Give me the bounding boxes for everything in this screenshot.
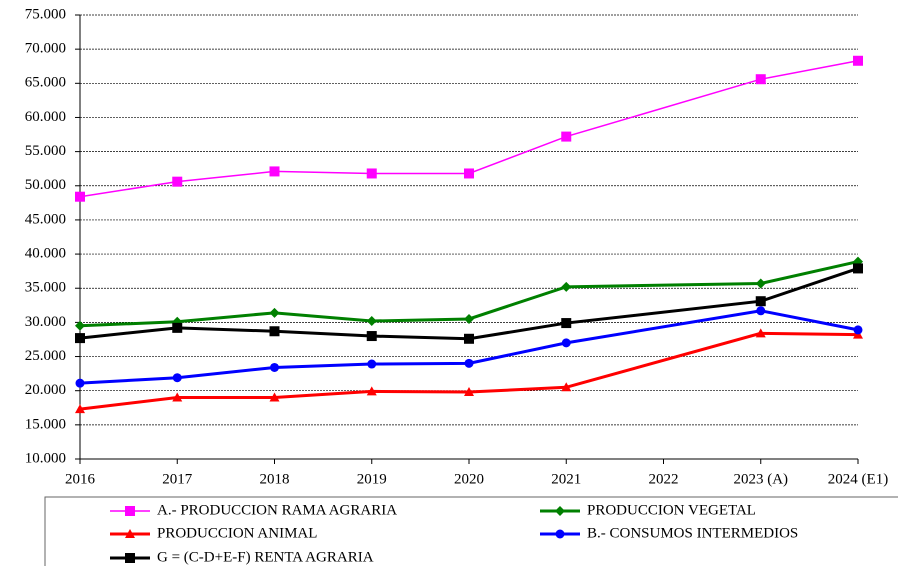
marker [561, 131, 572, 142]
marker [561, 281, 572, 292]
marker [464, 168, 474, 179]
marker [561, 338, 571, 348]
legend-label: B.- CONSUMOS INTERMEDIOS [587, 525, 798, 541]
y-tick-label: 50.000 [25, 177, 66, 193]
x-tick-label: 2023 (A) [733, 471, 788, 487]
x-tick-label: 2018 [260, 471, 290, 487]
legend-box [44, 496, 898, 566]
marker [464, 358, 474, 368]
y-tick-label: 55.000 [25, 143, 66, 159]
marker [172, 322, 183, 333]
x-tick-label: 2024 (E1) [828, 471, 888, 487]
marker [366, 331, 377, 342]
marker [555, 529, 565, 539]
marker [125, 553, 135, 563]
marker [75, 378, 85, 388]
marker [172, 373, 182, 383]
marker [755, 74, 766, 85]
y-tick-label: 45.000 [25, 211, 66, 227]
marker [755, 296, 766, 307]
marker [555, 506, 565, 516]
x-tick-label: 2022 [649, 471, 679, 487]
y-tick-label: 65.000 [25, 75, 66, 91]
x-tick-label: 2021 [551, 471, 581, 487]
marker [367, 359, 377, 369]
marker [464, 387, 474, 397]
marker [269, 326, 280, 337]
marker [755, 328, 766, 338]
marker [125, 506, 135, 516]
y-tick-label: 20.000 [25, 382, 66, 398]
x-tick-label: 2020 [454, 471, 484, 487]
y-tick-label: 60.000 [25, 109, 66, 125]
y-tick-label: 75.000 [25, 6, 66, 22]
legend-label: A.- PRODUCCION RAMA AGRARIA [157, 502, 397, 518]
marker [269, 166, 280, 177]
series-line [79, 267, 859, 341]
y-tick-label: 30.000 [25, 314, 66, 330]
marker [464, 313, 474, 324]
series-line [79, 260, 859, 328]
marker [853, 263, 863, 274]
marker [366, 316, 377, 327]
legend-label: G = (C-D+E-F) RENTA AGRARIA [157, 549, 374, 565]
y-tick-label: 35.000 [25, 280, 66, 296]
marker [755, 278, 766, 289]
series-line [79, 331, 859, 411]
y-tick-label: 25.000 [25, 348, 66, 364]
series-line [79, 60, 859, 198]
marker [853, 325, 863, 335]
y-tick-label: 40.000 [25, 246, 66, 262]
marker [75, 191, 85, 202]
marker [561, 382, 572, 392]
marker [75, 333, 85, 344]
marker [269, 392, 280, 402]
marker [561, 318, 572, 329]
marker [853, 55, 863, 66]
y-tick-label: 70.000 [25, 41, 66, 57]
x-tick-label: 2019 [357, 471, 387, 487]
marker [125, 529, 135, 538]
y-tick-label: 10.000 [25, 450, 66, 466]
marker [75, 320, 85, 331]
marker [75, 404, 85, 414]
x-tick-label: 2017 [162, 471, 193, 487]
marker [172, 176, 183, 187]
marker [756, 306, 766, 316]
y-tick-label: 15.000 [25, 416, 66, 432]
series-line [79, 309, 859, 385]
marker [366, 386, 377, 396]
legend-label: PRODUCCION VEGETAL [587, 502, 756, 518]
marker [464, 333, 474, 344]
legend-label: PRODUCCION ANIMAL [157, 525, 317, 541]
marker [172, 392, 183, 402]
marker [269, 307, 280, 318]
marker [270, 362, 279, 372]
marker [366, 168, 377, 179]
x-tick-label: 2016 [65, 471, 96, 487]
